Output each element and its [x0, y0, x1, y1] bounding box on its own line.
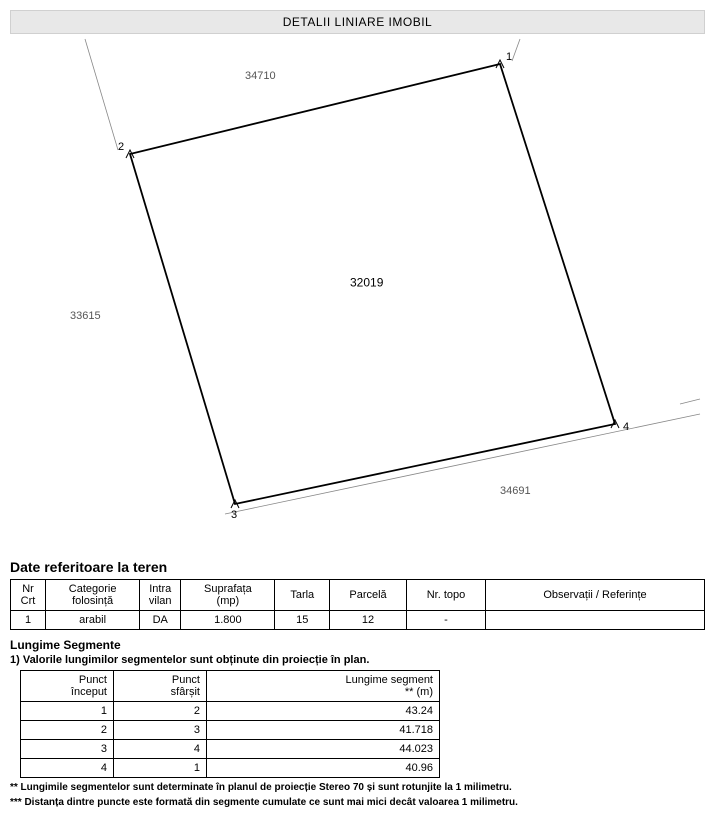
col-length: Lungime segment** (m) — [207, 671, 440, 702]
page-title: DETALII LINIARE IMOBIL — [10, 10, 705, 34]
land-section-title: Date referitoare la teren — [10, 559, 705, 575]
svg-text:3: 3 — [231, 509, 237, 521]
land-col: Parcelă — [330, 580, 407, 611]
col-end: Punctsfârșit — [114, 671, 207, 702]
footnote-2: *** Distanța dintre puncte este formată … — [10, 797, 705, 808]
segments-table: Punctînceput Punctsfârșit Lungime segmen… — [20, 670, 440, 778]
land-table: NrCrtCategoriefolosințăIntravilanSuprafa… — [10, 579, 705, 630]
table-row: 2341.718 — [21, 721, 440, 740]
land-col: Nr. topo — [406, 580, 485, 611]
land-col: Suprafața(mp) — [181, 580, 275, 611]
svg-text:32019: 32019 — [350, 276, 384, 290]
segments-note: 1) Valorile lungimilor segmentelor sunt … — [10, 654, 705, 666]
land-col: Categoriefolosință — [46, 580, 140, 611]
svg-text:34710: 34710 — [245, 70, 276, 82]
land-col: Intravilan — [140, 580, 181, 611]
svg-text:33615: 33615 — [70, 310, 101, 322]
parcel-svg: 34710 33615 34691 1 2 3 4 32019 — [10, 34, 705, 544]
land-col: Tarla — [275, 580, 330, 611]
land-col: NrCrt — [11, 580, 46, 611]
table-row: 3444.023 — [21, 740, 440, 759]
table-row: 1243.24 — [21, 702, 440, 721]
land-col: Observații / Referințe — [486, 580, 705, 611]
svg-text:2: 2 — [118, 141, 124, 153]
col-start: Punctînceput — [21, 671, 114, 702]
svg-text:1: 1 — [506, 51, 512, 63]
segments-title: Lungime Segmente — [10, 638, 705, 652]
parcel-diagram: 34710 33615 34691 1 2 3 4 32019 — [10, 34, 705, 544]
svg-text:4: 4 — [623, 421, 629, 433]
footnote-1: ** Lungimile segmentelor sunt determinat… — [10, 782, 705, 793]
table-row: 1arabilDA1.8001512- — [11, 611, 705, 630]
table-row: 4140.96 — [21, 759, 440, 778]
svg-text:34691: 34691 — [500, 485, 531, 497]
